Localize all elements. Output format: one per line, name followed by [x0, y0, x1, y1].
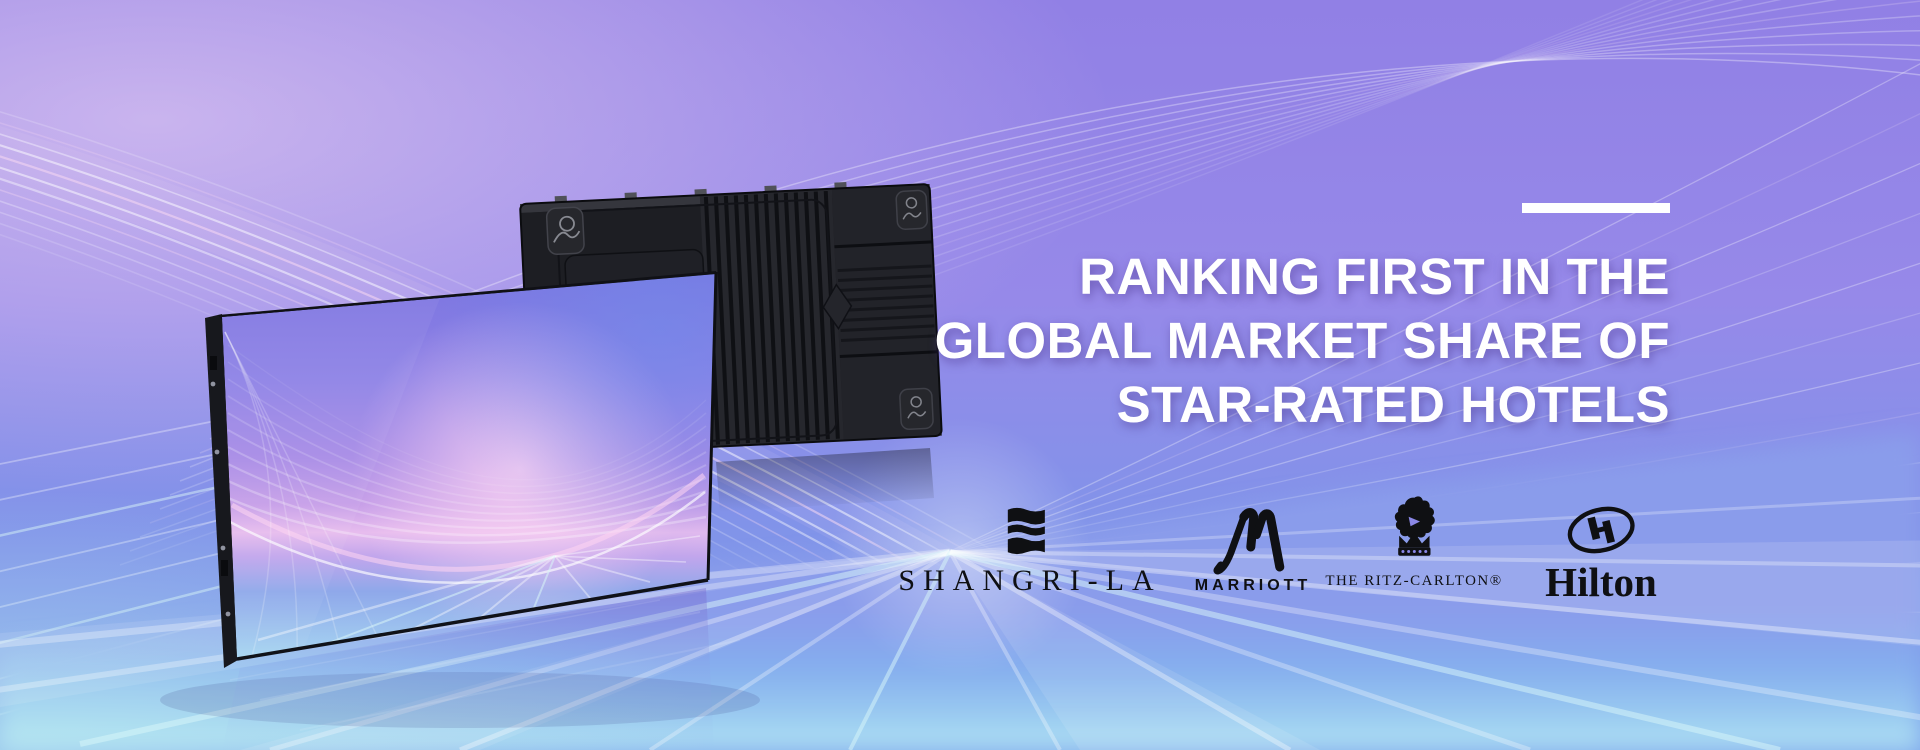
logo-shangri-la: SHANGRI-LA [890, 506, 1161, 598]
ritz-carlton-lion-crown-icon [1394, 496, 1435, 556]
front-panel-reflection [222, 588, 741, 750]
shangri-la-emblem-icon [1007, 507, 1045, 555]
back-panel-corner-badge-icon [907, 396, 927, 419]
headline-line-3: STAR-RATED HOTELS [1116, 376, 1670, 433]
back-panel-corner-badge-icon [902, 197, 922, 220]
ritz-carlton-label: THE RITZ-CARLTON® [1325, 573, 1503, 589]
front-panel-bottom-bezel [236, 578, 709, 661]
front-panel-right-bezel [706, 271, 718, 581]
headline: RANKING FIRST IN THE GLOBAL MARKET SHARE… [935, 245, 1670, 437]
logo-hilton: Hilton [1545, 503, 1657, 606]
led-panel-front [205, 271, 718, 668]
headline-line-2: GLOBAL MARKET SHARE OF [934, 312, 1670, 369]
shangri-la-label: SHANGRI-LA [898, 564, 1162, 597]
marriott-emblem-icon [1213, 508, 1285, 575]
marriott-label: MARRIOTT [1194, 577, 1312, 594]
headline-accent-bar [1522, 203, 1670, 213]
logo-marriott: MARRIOTT [1191, 503, 1311, 595]
hilton-label: Hilton [1545, 559, 1657, 605]
back-panel-logo-badge-icon [553, 215, 581, 243]
headline-line-1: RANKING FIRST IN THE [1079, 248, 1670, 305]
front-panel-side-frame [205, 314, 238, 668]
logo-ritz-carlton: THE RITZ-CARLTON® [1325, 494, 1502, 590]
hilton-emblem-icon [1567, 506, 1635, 554]
